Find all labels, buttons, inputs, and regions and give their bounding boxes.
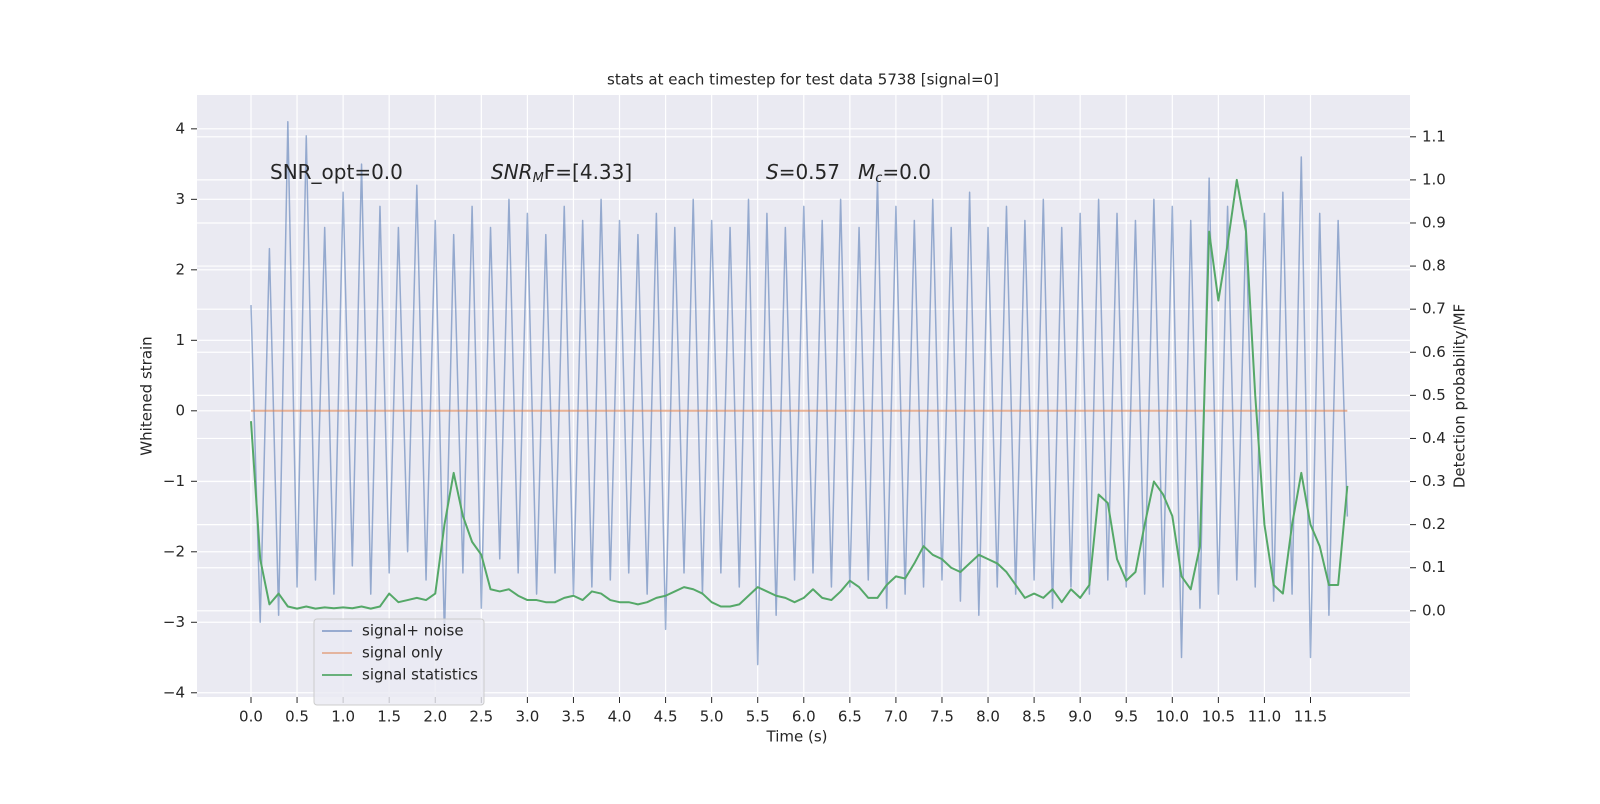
annotation-part: SNR [491, 160, 533, 184]
y-axis-label: Whitened strain [138, 336, 156, 455]
x-tick-label: 7.5 [930, 708, 954, 726]
y-tick-label: 4 [175, 119, 185, 137]
y-tick-label: 0 [175, 401, 185, 419]
y2-tick-label: 0.9 [1422, 213, 1446, 231]
y2-tick-label: 1.1 [1422, 127, 1446, 145]
x-tick-label: 3.5 [562, 708, 586, 726]
y2-tick-label: 0.7 [1422, 300, 1446, 318]
annotation-part: M [858, 160, 875, 184]
x-axis-label: Time (s) [766, 728, 828, 746]
x-tick-label: 11.5 [1294, 708, 1327, 726]
y-tick-label: 2 [175, 260, 185, 278]
x-tick-label: 8.0 [976, 708, 1000, 726]
x-tick-label: 10.5 [1202, 708, 1235, 726]
series-line [249, 178, 1349, 610]
x-tick-label: 1.5 [377, 708, 401, 726]
x-tick-label: 9.5 [1114, 708, 1138, 726]
marks [249, 121, 1349, 666]
y-tick-label: −3 [163, 613, 185, 631]
y2-tick-label: 1.0 [1422, 170, 1446, 188]
x-tick-label: 0.0 [239, 708, 263, 726]
annotation: S=0.57 Mc=0.0 [766, 160, 931, 186]
x-tick-label: 9.0 [1068, 708, 1092, 726]
x-tick-label: 10.0 [1156, 708, 1189, 726]
annotation-part: =0.57 [779, 160, 840, 184]
y2-tick-label: 0.6 [1422, 343, 1446, 361]
y2-tick-label: 0.5 [1422, 386, 1446, 404]
x-tick-label: 5.0 [700, 708, 724, 726]
x-tick-label: 2.5 [469, 708, 493, 726]
annotation: SNR_opt=0.0 [270, 160, 403, 184]
x-tick-label: 7.0 [884, 708, 908, 726]
y-tick-label: −1 [163, 472, 185, 490]
x-tick-label: 1.0 [331, 708, 355, 726]
legend: signal+ noise signal only signal statistic… [313, 618, 485, 706]
y-tick-label: 1 [175, 331, 185, 349]
x-tick-label: 8.5 [1022, 708, 1046, 726]
x-tick-label: 2.0 [423, 708, 447, 726]
legend-box [313, 618, 485, 706]
legend-label: signal+ noise [362, 622, 464, 640]
x-tick-label: 5.5 [746, 708, 770, 726]
annotation-part: F=[4.33] [544, 160, 632, 184]
annotation-part: S [766, 160, 779, 184]
x-tick-label: 11.0 [1248, 708, 1281, 726]
y2-axis-label: Detection probability/MF [1451, 304, 1469, 488]
x-tick-label: 4.0 [608, 708, 632, 726]
y-tick-label: −2 [163, 542, 185, 560]
annotation-part: M [533, 171, 544, 186]
y-tick-label: 3 [175, 190, 185, 208]
x-tick-label: 6.0 [792, 708, 816, 726]
chart-title: stats at each timestep for test data 573… [607, 71, 999, 89]
y2-tick-label: 0.0 [1422, 601, 1446, 619]
y2-tick-label: 0.2 [1422, 515, 1446, 533]
x-tick-label: 3.0 [515, 708, 539, 726]
y-tick-label: −4 [163, 683, 185, 701]
legend-label: signal only [362, 644, 443, 662]
annotation: SNRMF=[4.33] [491, 160, 632, 186]
x-tick-label: 6.5 [838, 708, 862, 726]
annotation-part: SNR_opt=0.0 [270, 160, 403, 184]
annotation-part: =0.0 [882, 160, 931, 184]
y2-tick-label: 0.3 [1422, 472, 1446, 490]
y2-tick-label: 0.8 [1422, 257, 1446, 275]
series-line [250, 121, 1349, 666]
x-tick-label: 0.5 [285, 708, 309, 726]
annotation-part: c [875, 171, 882, 186]
y2-tick-label: 0.1 [1422, 558, 1446, 576]
legend-label: signal statistics [362, 666, 478, 684]
y2-tick-label: 0.4 [1422, 429, 1446, 447]
x-tick-label: 4.5 [654, 708, 678, 726]
